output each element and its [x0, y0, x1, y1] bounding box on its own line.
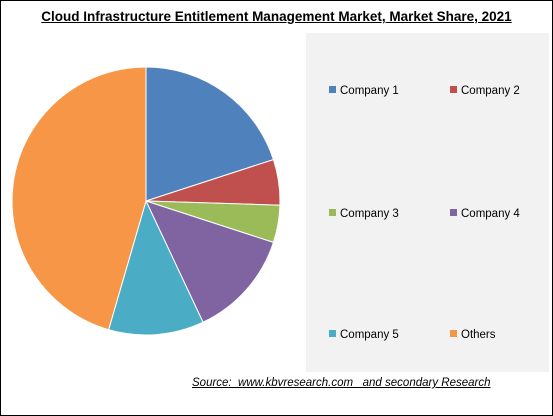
- legend-item-company-1: Company 1: [329, 85, 399, 97]
- legend-swatch: [450, 86, 457, 93]
- legend: Company 1 Company 2 Company 3 Company 4 …: [306, 33, 549, 372]
- chart-title: Cloud Infrastructure Entitlement Managem…: [41, 9, 512, 24]
- legend-label: Company 3: [340, 208, 399, 220]
- legend-swatch: [450, 209, 457, 216]
- legend-item-others: Others: [450, 329, 496, 341]
- legend-item-company-5: Company 5: [329, 329, 399, 341]
- legend-swatch: [329, 330, 336, 337]
- legend-label: Others: [461, 329, 496, 341]
- legend-label: Company 4: [461, 208, 520, 220]
- pie-slice-company-4: [145, 200, 275, 323]
- pie-slice-company-1: [145, 66, 275, 202]
- legend-item-company-4: Company 4: [450, 208, 520, 220]
- legend-item-company-3: Company 3: [329, 208, 399, 220]
- legend-swatch: [329, 209, 336, 216]
- legend-label: Company 5: [340, 329, 399, 341]
- pie-slice-others: [11, 66, 147, 331]
- pie-slice-company-5: [108, 199, 204, 336]
- source-note: Source: www.kbvresearch.com and secondar…: [192, 377, 491, 389]
- legend-item-company-2: Company 2: [450, 85, 520, 97]
- legend-label: Company 2: [461, 85, 520, 97]
- legend-swatch: [329, 86, 336, 93]
- legend-swatch: [450, 330, 457, 337]
- legend-label: Company 1: [340, 85, 399, 97]
